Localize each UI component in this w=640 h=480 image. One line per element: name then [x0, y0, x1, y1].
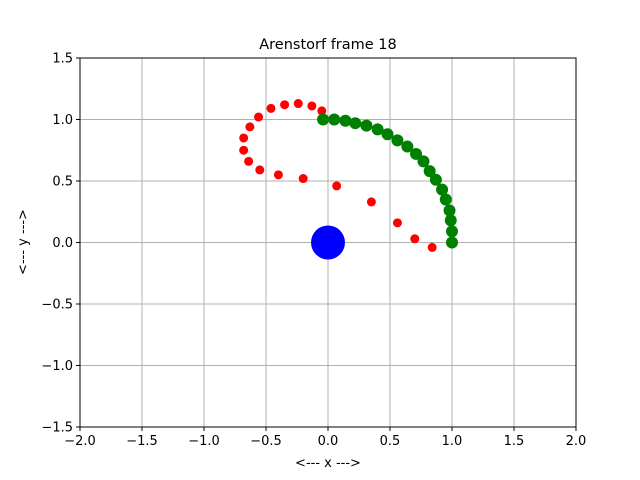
y-tick-label: 1.0: [52, 113, 73, 128]
green-trajectory-point: [443, 204, 456, 217]
red-trajectory-point: [410, 234, 420, 244]
tick-layer: −2.0 −1.5 −1.0 −0.5 0.0 0.5 1.0 1.5 2.0−1.5−1.0−…: [41, 52, 586, 450]
red-trajectory-point: [392, 218, 402, 228]
green-trajectory-point: [446, 236, 458, 249]
green-trajectory-point: [446, 225, 458, 238]
red-trajectory-point: [317, 106, 327, 116]
green-trajectory-point: [439, 193, 452, 206]
red-trajectory-point: [245, 122, 255, 132]
green-trajectory-point: [410, 147, 423, 160]
red-trajectory-point: [427, 242, 437, 252]
red-trajectory-point: [332, 181, 342, 191]
red-trajectory-point: [366, 197, 376, 207]
x-tick-label: −0.5: [250, 434, 282, 449]
red-trajectory-point: [244, 156, 254, 166]
red-trajectory-point: [298, 174, 308, 184]
red-trajectory-point: [239, 145, 249, 155]
red-trajectory-point: [273, 170, 283, 180]
green-trajectory-point: [328, 113, 341, 126]
green-trajectory-point: [436, 183, 449, 196]
green-trajectory-point: [349, 117, 362, 130]
y-tick-label: −0.5: [41, 298, 73, 313]
red-trajectory-point: [280, 100, 290, 110]
y-tick-label: −1.0: [41, 359, 73, 374]
axes-frame: [79, 57, 577, 428]
y-tick-label: 0.0: [52, 236, 73, 251]
red-trajectory-point: [255, 165, 265, 175]
green-trajectory-point: [381, 128, 394, 141]
green-trajectory-point: [444, 214, 457, 227]
x-tick-label: −2.0: [64, 434, 96, 449]
x-axis-label: <--- x --->: [295, 456, 361, 471]
y-tick-label: 1.5: [52, 52, 73, 67]
green-trajectory-point: [317, 113, 330, 126]
red-trajectory-point: [254, 112, 264, 122]
chart-title: Arenstorf frame 18: [259, 37, 397, 53]
x-tick-label: 1.5: [504, 434, 525, 449]
x-tick-label: 1.0: [442, 434, 463, 449]
red-trajectory-point: [239, 133, 249, 143]
x-tick-label: 0.5: [380, 434, 401, 449]
x-tick-label: 2.0: [566, 434, 587, 449]
data-points-layer: [239, 99, 458, 260]
x-tick-label: −1.0: [188, 434, 220, 449]
red-trajectory-point: [307, 101, 317, 111]
x-tick-label: −1.5: [126, 434, 158, 449]
green-trajectory-point: [423, 165, 436, 178]
y-axis-label: <--- y --->: [16, 209, 31, 275]
green-trajectory-point: [417, 155, 430, 168]
red-trajectory-point: [266, 103, 276, 113]
y-tick-label: −1.5: [41, 421, 73, 436]
green-trajectory-point: [371, 123, 384, 136]
x-tick-label: 0.0: [318, 434, 339, 449]
red-trajectory-point: [293, 99, 303, 109]
central-body-marker: [311, 225, 345, 260]
green-trajectory-point: [360, 119, 373, 132]
green-trajectory-point: [429, 173, 442, 186]
green-trajectory-point: [339, 114, 352, 127]
green-trajectory-point: [391, 134, 404, 147]
y-tick-label: 0.5: [52, 175, 73, 190]
green-trajectory-point: [401, 140, 414, 153]
